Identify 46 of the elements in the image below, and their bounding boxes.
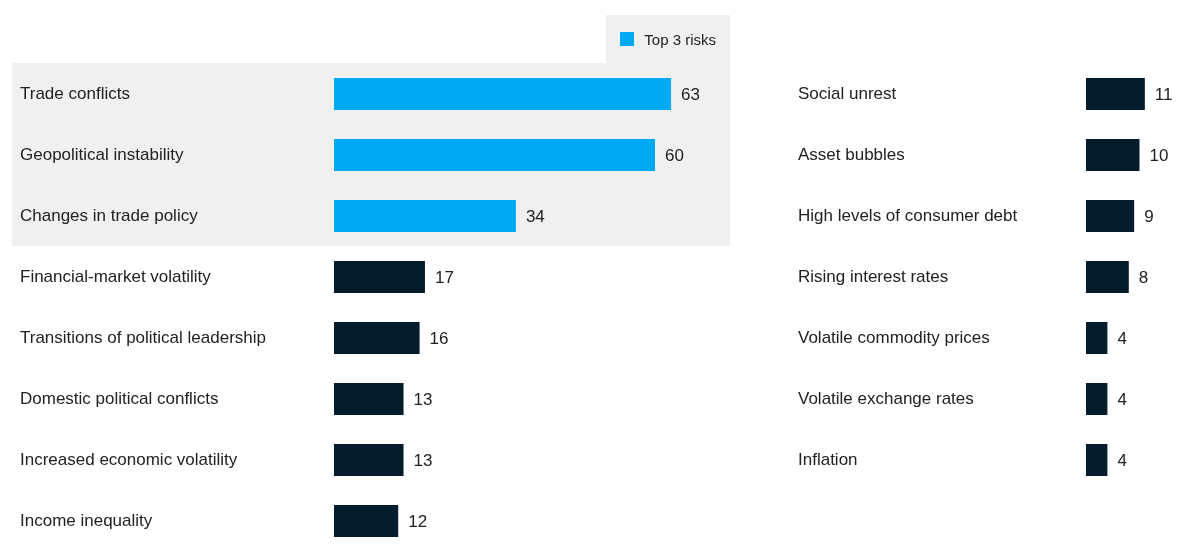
data-label: 4 xyxy=(1117,451,1127,471)
bar xyxy=(1086,383,1108,415)
y-tick-label: Volatile exchange rates xyxy=(798,389,974,408)
bar xyxy=(1086,200,1135,232)
bar xyxy=(334,200,516,232)
bar xyxy=(1086,322,1108,354)
y-tick-label: Inflation xyxy=(798,450,858,469)
bar xyxy=(1086,139,1140,171)
data-label: 63 xyxy=(681,85,700,105)
data-label: 9 xyxy=(1144,207,1154,227)
legend-label: Top 3 risks xyxy=(643,30,716,48)
y-tick-label: Domestic political conflicts xyxy=(20,389,219,408)
data-label: 13 xyxy=(413,390,433,410)
data-label: 60 xyxy=(665,146,684,166)
data-label: 16 xyxy=(429,329,449,349)
data-label: 4 xyxy=(1117,390,1127,410)
y-tick-label: Rising interest rates xyxy=(798,267,949,286)
data-label: 4 xyxy=(1117,329,1127,349)
y-tick-label: Social unrest xyxy=(798,84,897,103)
bar xyxy=(334,444,404,476)
bar xyxy=(334,78,672,110)
bar xyxy=(334,139,655,171)
y-tick-label: Income inequality xyxy=(20,511,153,530)
data-label: 10 xyxy=(1149,146,1169,166)
y-tick-label: Asset bubbles xyxy=(798,145,905,164)
data-label: 8 xyxy=(1138,268,1149,288)
data-label: 11 xyxy=(1154,85,1173,105)
data-label: 12 xyxy=(408,512,428,532)
y-tick-label: Changes in trade policy xyxy=(20,206,199,225)
bar xyxy=(334,505,399,537)
data-label: 17 xyxy=(434,268,454,288)
y-tick-label: Financial-market volatility xyxy=(20,267,212,286)
y-tick-label: Transitions of political leadership xyxy=(20,328,266,347)
y-tick-label: Increased economic volatility xyxy=(20,450,238,469)
y-tick-label: Geopolitical instability xyxy=(20,145,184,164)
y-tick-label: Volatile commodity prices xyxy=(798,328,990,347)
bar xyxy=(1086,261,1129,293)
bar xyxy=(1086,444,1108,476)
y-tick-label: Trade conflicts xyxy=(20,84,130,103)
data-label: 34 xyxy=(525,207,545,227)
bar xyxy=(334,383,404,415)
bar xyxy=(334,261,425,293)
y-tick-label: High levels of consumer debt xyxy=(798,206,1018,225)
bar xyxy=(334,322,420,354)
data-label: 13 xyxy=(413,451,433,471)
bar xyxy=(1086,78,1145,110)
